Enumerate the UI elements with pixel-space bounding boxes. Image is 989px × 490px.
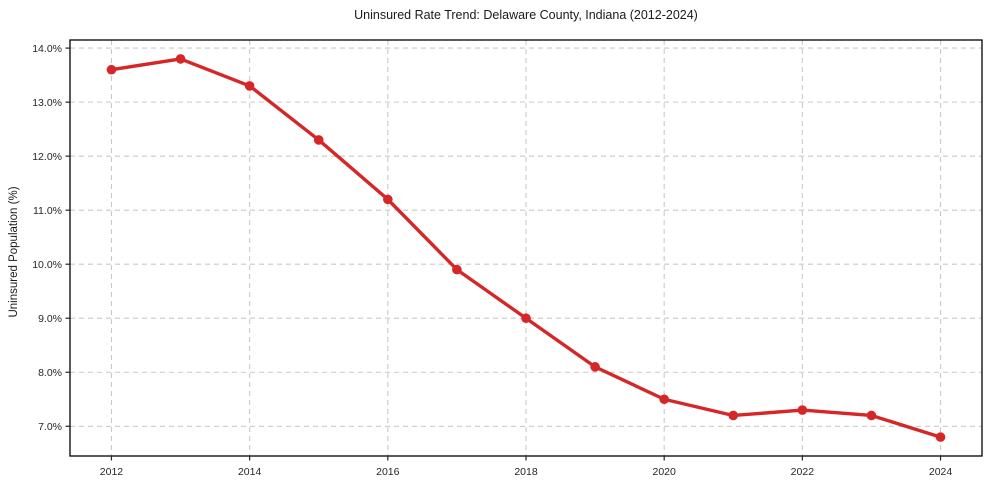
data-point-2019 — [590, 362, 600, 372]
data-point-2021 — [728, 410, 739, 421]
y-tick-label: 11.0% — [33, 205, 62, 217]
x-tick-label: 2020 — [653, 466, 677, 478]
y-tick-label: 14.0% — [32, 43, 62, 55]
x-tick-label: 2012 — [100, 466, 124, 478]
x-tick-label: 2022 — [791, 466, 815, 478]
data-point-2022 — [797, 405, 808, 415]
y-tick-label: 10.0% — [32, 259, 62, 271]
y-tick-label: 12.0% — [32, 151, 62, 163]
x-tick-label: 2018 — [514, 466, 538, 478]
y-tick-label: 13.0% — [32, 97, 62, 109]
x-tick-label: 2024 — [929, 466, 953, 478]
y-tick-label: 9.0% — [38, 313, 62, 325]
data-point-2015 — [313, 135, 324, 145]
data-point-2012 — [106, 64, 117, 75]
data-point-2014 — [244, 81, 255, 91]
data-point-2024 — [935, 432, 946, 442]
data-point-2018 — [521, 313, 531, 324]
chart-title: Uninsured Rate Trend: Delaware County, I… — [354, 8, 698, 22]
data-point-2013 — [175, 54, 186, 64]
x-tick-label: 2014 — [238, 466, 262, 478]
data-point-2017 — [452, 264, 462, 275]
data-point-2020 — [659, 394, 669, 405]
y-axis-label-text: Uninsured Population (%) — [8, 186, 20, 318]
y-tick-label: 8.0% — [38, 367, 62, 379]
y-tick-label: 7.0% — [38, 421, 62, 433]
x-tick-label: 2016 — [376, 466, 400, 478]
data-point-2023 — [866, 410, 877, 421]
data-point-2016 — [383, 194, 393, 205]
